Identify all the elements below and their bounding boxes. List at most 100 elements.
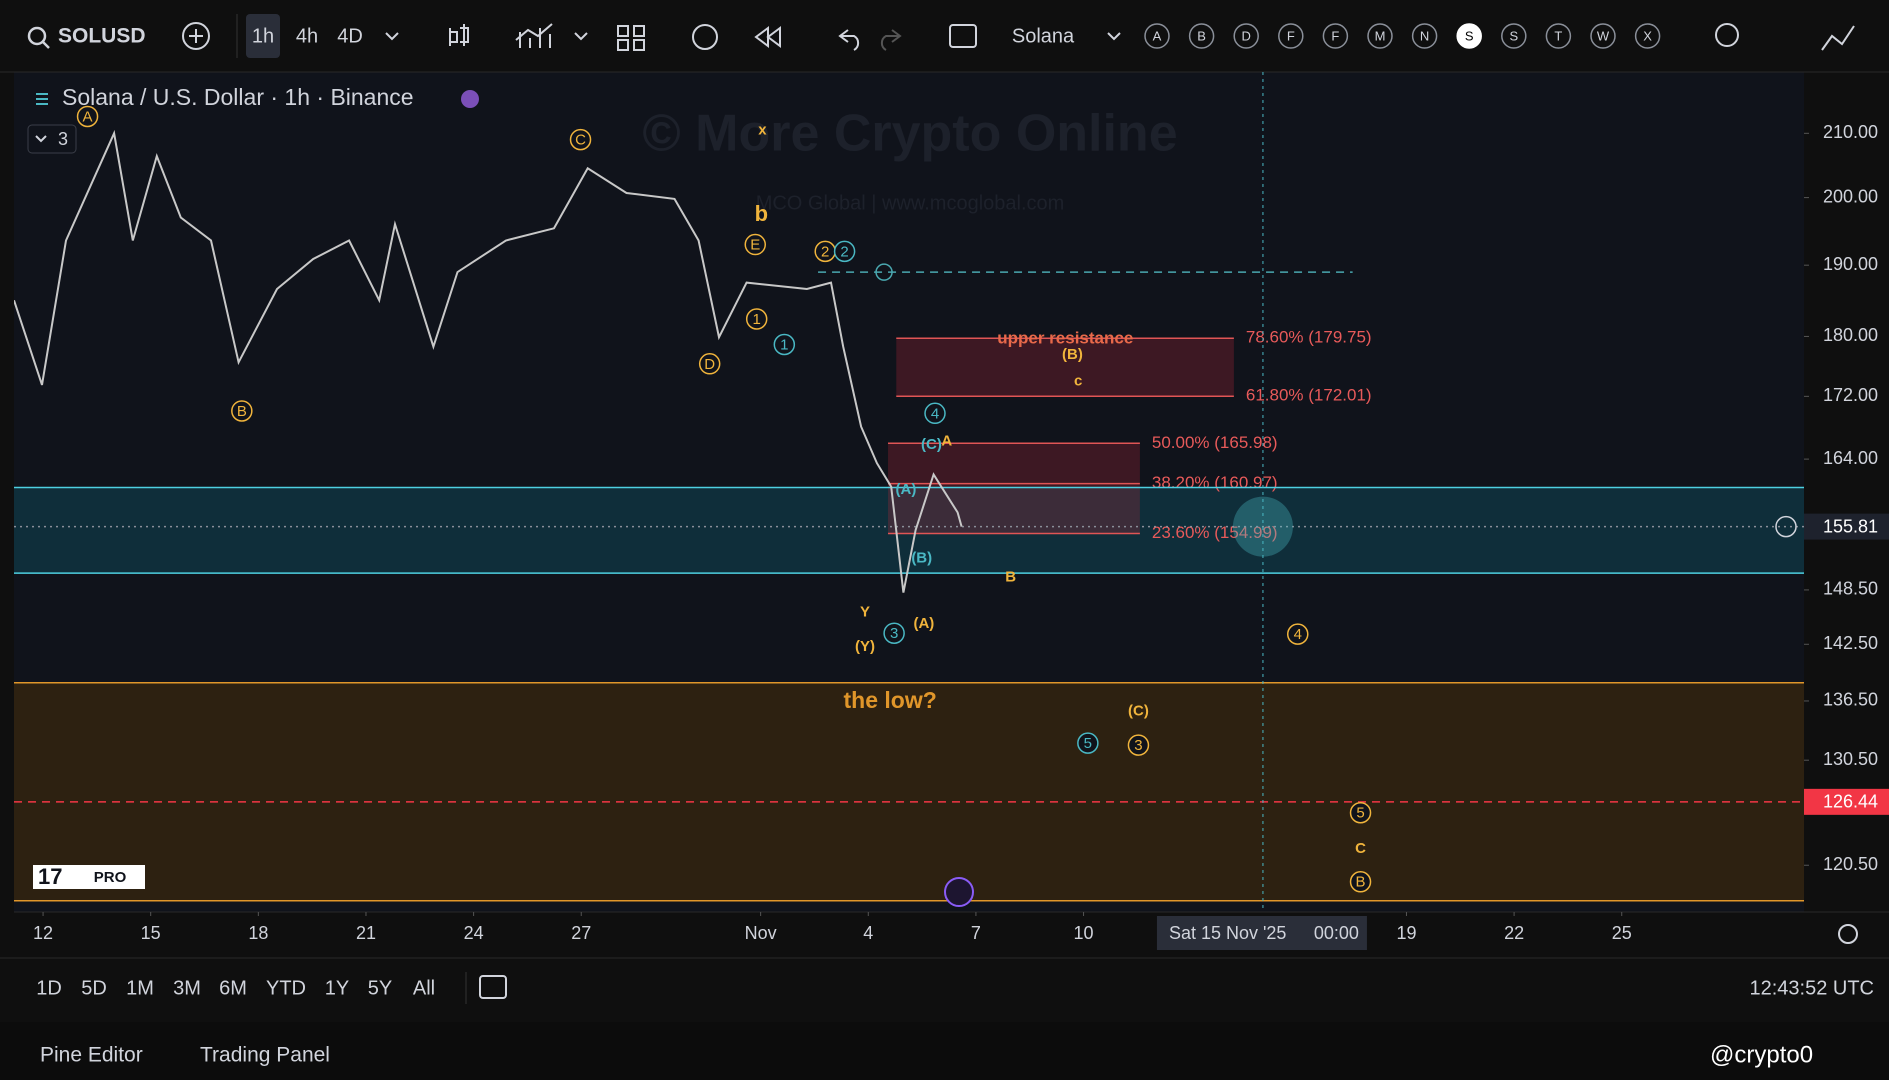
indicator-count: 3 <box>58 129 68 149</box>
indicator-name[interactable]: Solana <box>1012 25 1075 47</box>
bottom-tab[interactable]: Pine Editor <box>40 1044 143 1067</box>
letter-button[interactable] <box>1634 23 1661 49</box>
range-button[interactable]: 1D <box>36 977 62 999</box>
y-tick-label: 136.50 <box>1823 690 1878 710</box>
crosshair-time: 00:00 <box>1314 923 1359 943</box>
y-tick-label: 148.50 <box>1823 579 1878 599</box>
wave-label: B <box>1005 569 1016 586</box>
lightning-icon[interactable] <box>944 877 974 907</box>
wave-label: (A) <box>913 615 934 632</box>
search-icon-handle <box>42 41 50 49</box>
fullscreen-icon[interactable] <box>949 24 977 48</box>
wave-label: Y <box>860 603 870 620</box>
range-button[interactable]: 6M <box>219 977 247 999</box>
interval-active-bg <box>246 14 280 58</box>
letter-button[interactable] <box>1545 23 1572 49</box>
letter-button[interactable] <box>1411 23 1438 49</box>
wave-label: 3 <box>1134 737 1142 754</box>
x-tick-label: 22 <box>1504 923 1524 943</box>
logo-box <box>33 865 145 889</box>
range-button[interactable]: 1M <box>126 977 154 999</box>
indicators-icon[interactable] <box>515 23 553 48</box>
range-button[interactable]: 5Y <box>368 977 392 999</box>
settings-icon[interactable] <box>1838 924 1858 944</box>
search-icon[interactable] <box>27 26 47 46</box>
snapshot-icon[interactable] <box>1715 23 1739 47</box>
layouts-icon[interactable] <box>617 25 645 51</box>
x-tick-label: 7 <box>971 923 981 943</box>
wave-label: x <box>758 122 767 139</box>
x-tick-label: 24 <box>464 923 484 943</box>
letter-button[interactable] <box>1322 23 1349 49</box>
add-alert-button[interactable] <box>1775 515 1797 538</box>
wave-label: 1 <box>780 336 788 353</box>
symbol-logo <box>36 93 48 105</box>
indicators-dropdown[interactable] <box>574 32 588 41</box>
clock: 12:43:52 UTC <box>1749 977 1874 999</box>
wave-marker <box>833 240 856 263</box>
range-button[interactable]: All <box>413 977 435 999</box>
source-icon <box>461 90 479 108</box>
wave-marker <box>698 353 721 375</box>
letter-button[interactable] <box>1501 23 1527 49</box>
indicators-toggle[interactable] <box>27 124 77 154</box>
range-button[interactable]: 5D <box>81 977 107 999</box>
add-symbol[interactable] <box>182 22 210 50</box>
letter-button[interactable] <box>1456 23 1482 49</box>
alert-icon[interactable] <box>692 24 718 50</box>
fib-label: 61.80% (172.01) <box>1246 386 1372 405</box>
price-tag-bg <box>1804 513 1889 540</box>
bottom-tab[interactable]: Trading Panel <box>200 1044 330 1067</box>
logo-mark: 17 <box>38 864 62 889</box>
symbol[interactable]: SOLUSD <box>58 25 146 48</box>
wave-marker <box>231 400 253 422</box>
y-tick-label: 164.00 <box>1823 448 1878 468</box>
redo-icon[interactable] <box>880 29 902 51</box>
interval-button[interactable]: 4h <box>296 25 318 47</box>
letter-button[interactable] <box>1590 23 1616 49</box>
wave-label: (A) <box>896 481 917 498</box>
chart-type-icon[interactable] <box>449 24 469 46</box>
replay-icon[interactable] <box>754 26 781 48</box>
wave-label: 5 <box>1084 735 1092 752</box>
range-button[interactable]: 1Y <box>325 977 349 999</box>
interval-dropdown[interactable] <box>385 32 399 41</box>
wave-label: upper resistance <box>997 328 1133 347</box>
letter-button[interactable] <box>1233 23 1259 49</box>
letter-button[interactable] <box>1188 23 1215 49</box>
strategy-icon[interactable] <box>1821 25 1855 51</box>
letter-label: S <box>1509 28 1518 43</box>
wave-marker <box>745 308 768 330</box>
indicator-dropdown[interactable] <box>1107 32 1121 41</box>
wave-label: 1 <box>753 311 761 328</box>
watermark: © More Crypto Online <box>642 105 1177 163</box>
interval-button[interactable]: 4D <box>337 25 363 47</box>
crosshair-label-bg <box>1156 916 1367 950</box>
bottom-panel <box>0 1022 1889 1080</box>
undo-icon[interactable] <box>838 29 860 51</box>
x-tick-label: 12 <box>33 923 53 943</box>
x-tick-label: 10 <box>1074 923 1094 943</box>
letter-button[interactable] <box>1367 23 1393 49</box>
wave-label: (B) <box>911 549 932 566</box>
wave-marker <box>924 402 946 425</box>
fib-label: 78.60% (179.75) <box>1246 328 1372 347</box>
letter-label: S <box>1465 28 1474 43</box>
x-tick-label: 19 <box>1396 923 1416 943</box>
range-button[interactable]: YTD <box>266 977 306 999</box>
fib-box <box>888 443 1140 534</box>
y-tick-label: 210.00 <box>1823 122 1878 142</box>
fib-label: 38.20% (160.97) <box>1152 473 1278 492</box>
interval-button[interactable]: 1h <box>252 25 274 47</box>
x-tick-label: 15 <box>141 923 161 943</box>
wave-label: (C) <box>1128 703 1149 720</box>
wave-marker <box>1286 623 1309 645</box>
wave-marker <box>1349 801 1372 824</box>
letter-button[interactable] <box>1144 23 1170 49</box>
letter-button[interactable] <box>1278 23 1304 49</box>
wave-marker <box>76 105 99 128</box>
date-range-icon[interactable] <box>479 975 507 999</box>
wave-marker <box>569 128 592 151</box>
fib-box <box>896 338 1234 397</box>
range-button[interactable]: 3M <box>173 977 201 999</box>
